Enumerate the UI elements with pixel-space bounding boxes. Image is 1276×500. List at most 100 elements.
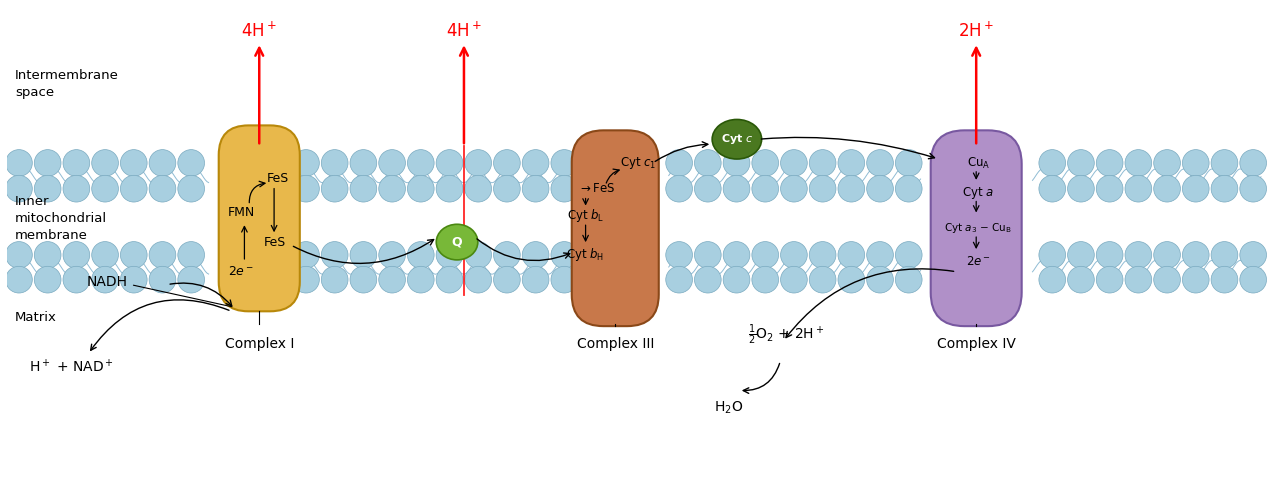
Circle shape: [5, 242, 32, 268]
Circle shape: [5, 266, 32, 293]
Circle shape: [379, 150, 406, 176]
Circle shape: [350, 266, 376, 293]
Circle shape: [292, 150, 319, 176]
Text: $2e^-$: $2e^-$: [227, 266, 254, 278]
Circle shape: [177, 150, 204, 176]
Text: Q: Q: [452, 236, 462, 248]
Circle shape: [1039, 266, 1065, 293]
Text: H$_2$O: H$_2$O: [715, 400, 744, 416]
Circle shape: [92, 176, 119, 202]
Circle shape: [34, 242, 61, 268]
Circle shape: [322, 150, 348, 176]
Circle shape: [177, 242, 204, 268]
Circle shape: [781, 266, 808, 293]
Circle shape: [63, 242, 89, 268]
Circle shape: [1240, 242, 1267, 268]
Circle shape: [1125, 266, 1152, 293]
Circle shape: [1240, 150, 1267, 176]
FancyBboxPatch shape: [930, 130, 1022, 326]
Circle shape: [1125, 150, 1152, 176]
Circle shape: [723, 266, 750, 293]
Circle shape: [809, 266, 836, 293]
Circle shape: [866, 266, 893, 293]
Circle shape: [436, 176, 463, 202]
Circle shape: [1183, 150, 1210, 176]
Circle shape: [1039, 176, 1065, 202]
Text: $2\mathrm{H}^+$: $2\mathrm{H}^+$: [958, 21, 994, 40]
Text: $\frac{1}{2}$O$_2$ + 2H$^+$: $\frac{1}{2}$O$_2$ + 2H$^+$: [748, 322, 824, 347]
Circle shape: [522, 266, 549, 293]
Circle shape: [666, 242, 693, 268]
Circle shape: [34, 266, 61, 293]
Circle shape: [63, 150, 89, 176]
Text: Matrix: Matrix: [15, 310, 57, 324]
Circle shape: [292, 176, 319, 202]
Circle shape: [92, 266, 119, 293]
Circle shape: [551, 150, 578, 176]
Circle shape: [407, 150, 434, 176]
Text: Cyt $b_\mathrm{H}$: Cyt $b_\mathrm{H}$: [567, 246, 605, 264]
Text: Intermembrane
space: Intermembrane space: [15, 69, 119, 99]
FancyBboxPatch shape: [218, 126, 300, 312]
Circle shape: [322, 242, 348, 268]
Circle shape: [63, 176, 89, 202]
Circle shape: [752, 176, 778, 202]
Circle shape: [34, 176, 61, 202]
Circle shape: [838, 242, 865, 268]
Circle shape: [694, 242, 721, 268]
Circle shape: [809, 242, 836, 268]
Circle shape: [781, 242, 808, 268]
Circle shape: [322, 266, 348, 293]
Circle shape: [694, 176, 721, 202]
Circle shape: [1183, 266, 1210, 293]
Circle shape: [177, 266, 204, 293]
Circle shape: [666, 266, 693, 293]
Circle shape: [149, 242, 176, 268]
Text: Cyt $c_1$: Cyt $c_1$: [620, 155, 657, 171]
Circle shape: [1154, 242, 1180, 268]
Circle shape: [723, 242, 750, 268]
Circle shape: [522, 150, 549, 176]
Circle shape: [63, 266, 89, 293]
Circle shape: [723, 150, 750, 176]
Circle shape: [92, 150, 119, 176]
Circle shape: [1068, 242, 1095, 268]
Text: $4\mathrm{H}^+$: $4\mathrm{H}^+$: [445, 21, 482, 40]
Circle shape: [120, 176, 147, 202]
Circle shape: [464, 150, 491, 176]
Circle shape: [407, 266, 434, 293]
Circle shape: [1154, 150, 1180, 176]
Circle shape: [92, 242, 119, 268]
Text: FeS: FeS: [267, 172, 290, 186]
Circle shape: [1154, 266, 1180, 293]
Circle shape: [149, 150, 176, 176]
Ellipse shape: [436, 224, 477, 260]
Circle shape: [896, 150, 923, 176]
Circle shape: [838, 150, 865, 176]
Circle shape: [494, 150, 521, 176]
Circle shape: [866, 150, 893, 176]
Ellipse shape: [712, 120, 762, 159]
Text: $2e^-$: $2e^-$: [966, 256, 990, 268]
Circle shape: [464, 176, 491, 202]
Text: FMN: FMN: [227, 206, 255, 219]
Circle shape: [838, 266, 865, 293]
Circle shape: [407, 176, 434, 202]
Text: Complex I: Complex I: [225, 337, 293, 351]
Circle shape: [1125, 242, 1152, 268]
Circle shape: [551, 176, 578, 202]
Circle shape: [1211, 176, 1238, 202]
Circle shape: [350, 150, 376, 176]
Circle shape: [322, 176, 348, 202]
Circle shape: [436, 266, 463, 293]
Circle shape: [694, 150, 721, 176]
Circle shape: [666, 176, 693, 202]
Circle shape: [522, 176, 549, 202]
Circle shape: [896, 266, 923, 293]
Circle shape: [1211, 150, 1238, 176]
Circle shape: [752, 266, 778, 293]
Circle shape: [723, 176, 750, 202]
Circle shape: [292, 242, 319, 268]
Circle shape: [464, 242, 491, 268]
Circle shape: [809, 176, 836, 202]
